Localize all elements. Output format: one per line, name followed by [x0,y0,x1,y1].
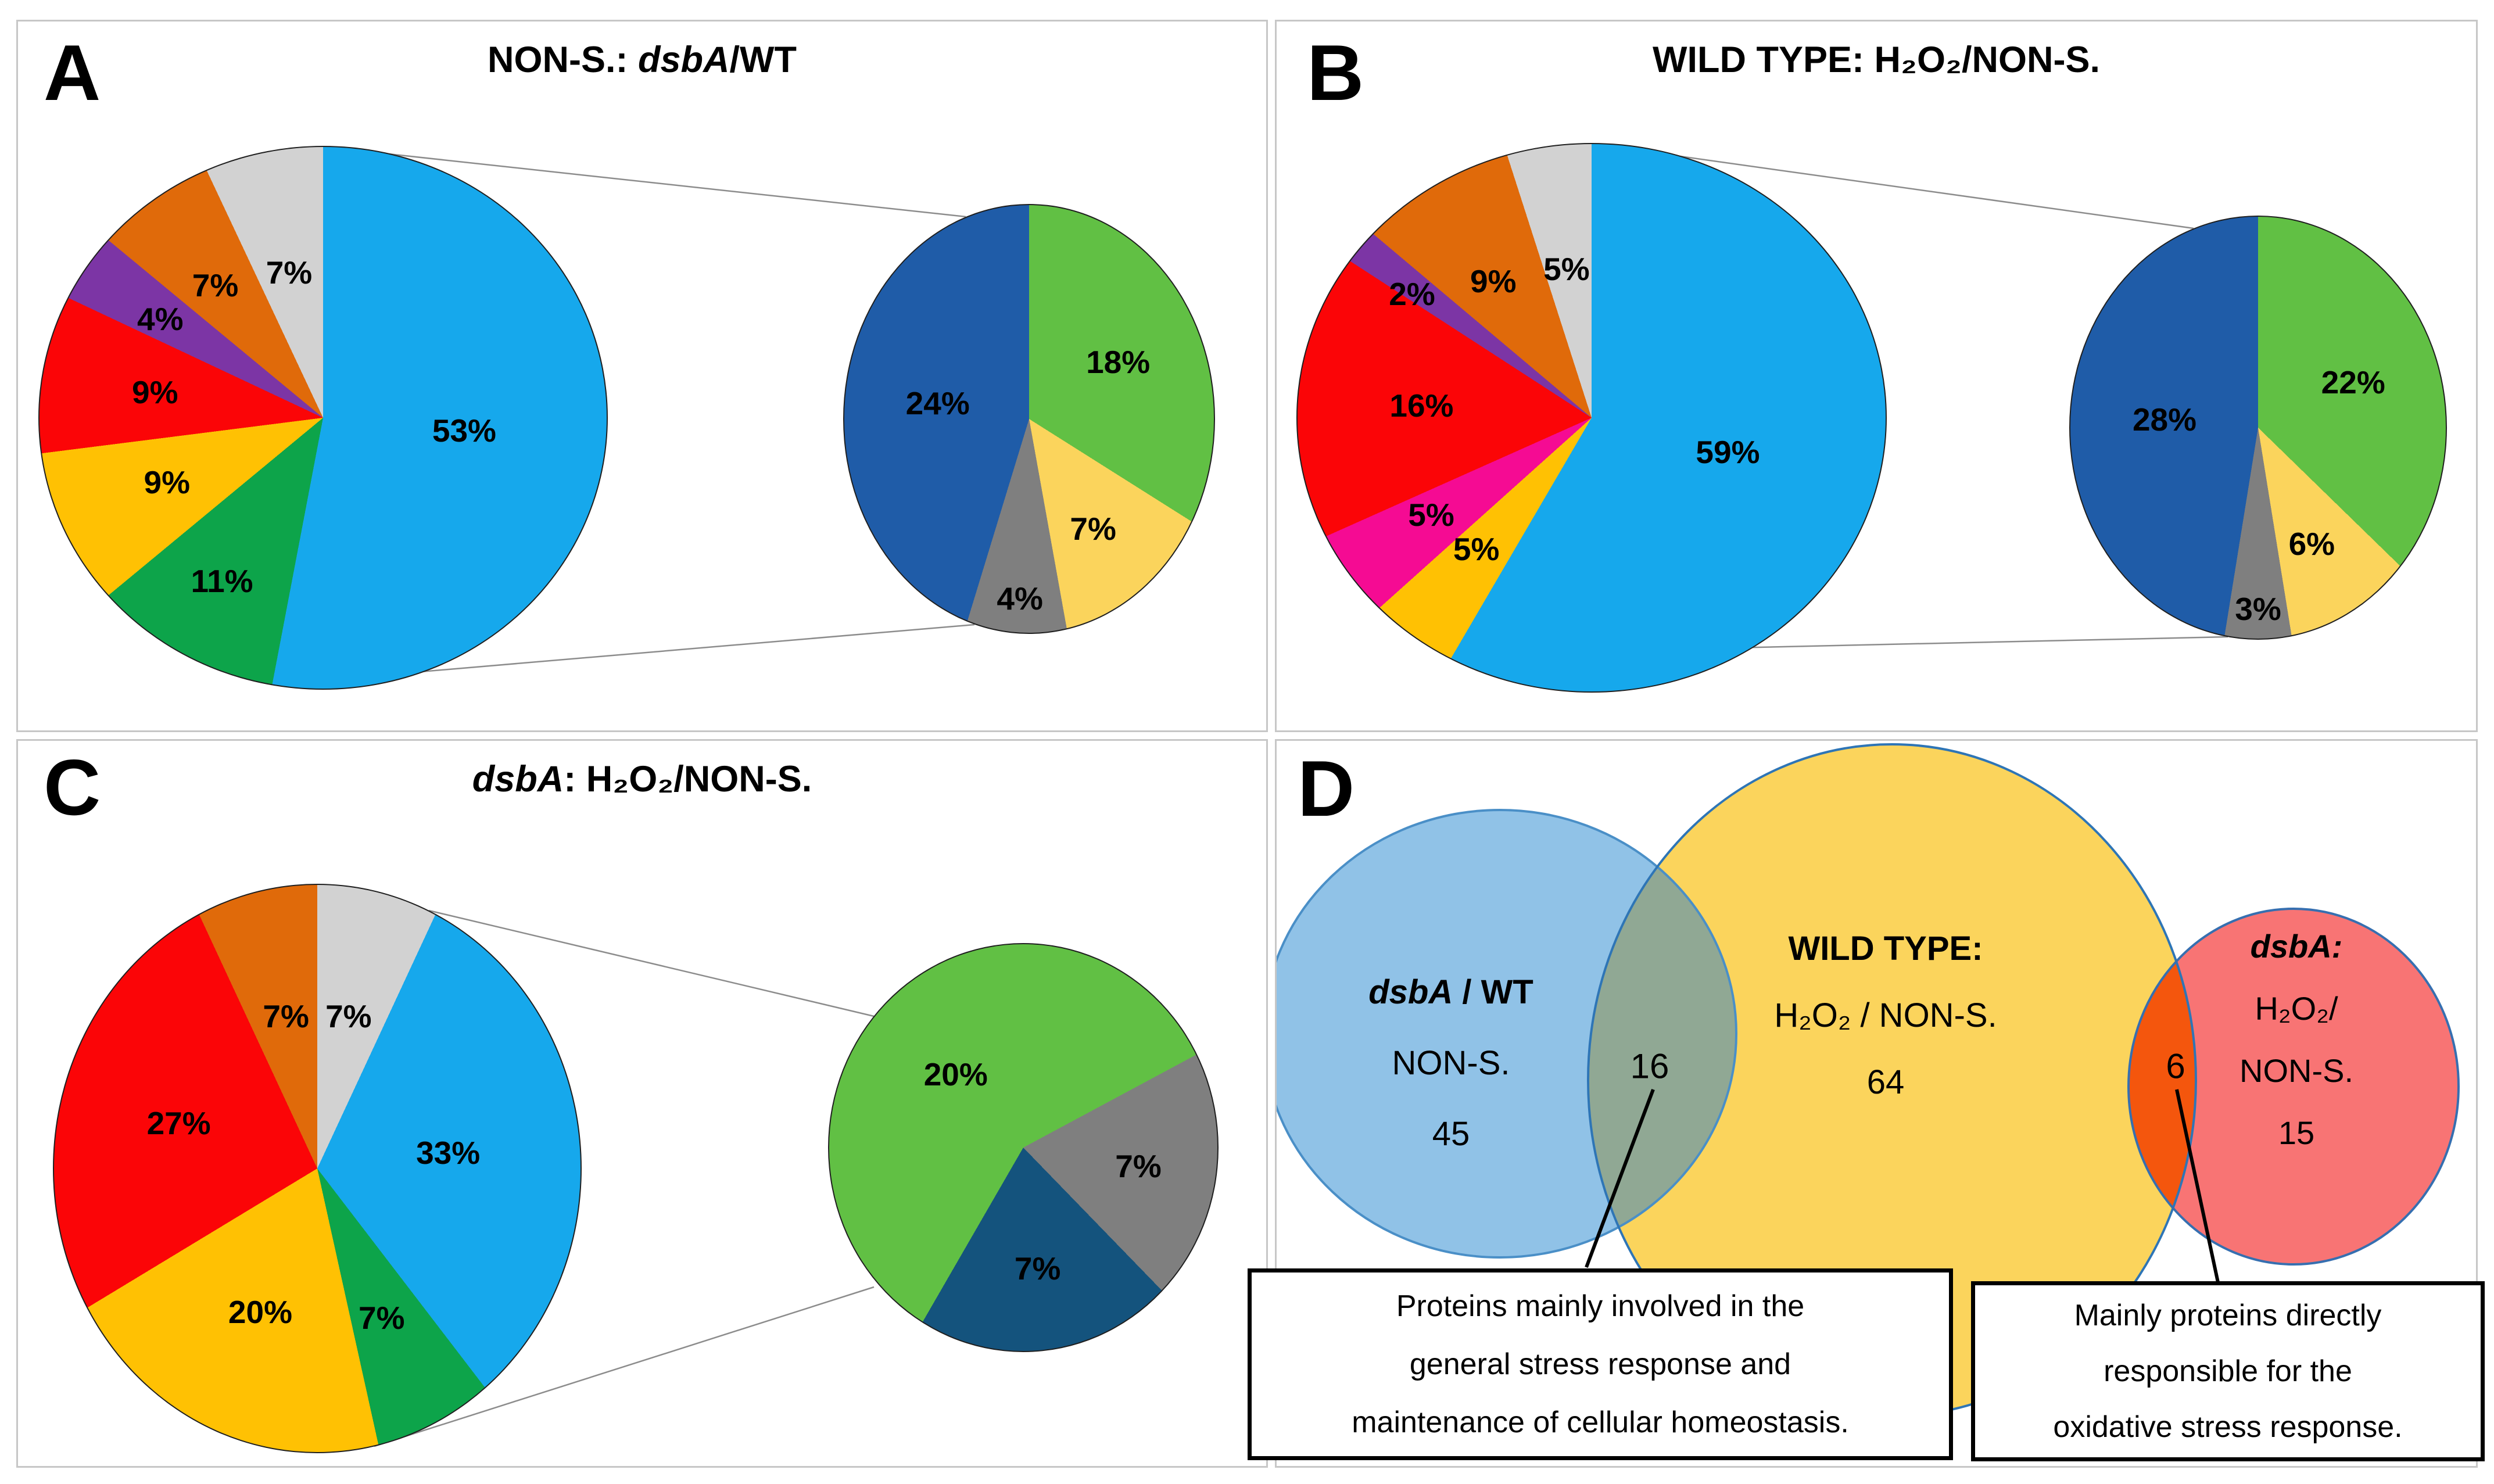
callout-pointer-left [1585,1088,1655,1268]
callout-line: responsible for the [2104,1354,2352,1388]
pie-slice-label: 53% [432,412,496,449]
pie-slice-label: 7% [1070,511,1116,547]
pie-slice-label: 2% [1389,275,1435,312]
pie-chart-c-main: 7% 33% 7% 20% 27% 7% [53,884,582,1453]
pie-slice-label: 5% [1408,496,1454,533]
pie-chart-a-main: 53% 11% 9% 9% 4% 7% 7% [38,146,608,690]
pie-slice-label: 59% [1696,434,1760,471]
pie-slice-label: 9% [144,464,191,500]
venn-set-title: WILD TYPE: [1788,930,1983,967]
leader-line [428,909,875,1017]
panel-a-title: NON-S.: dsbA/WT [488,39,797,81]
panel-b-letter: B [1307,28,1364,117]
callout-line: Proteins mainly involved in the [1396,1289,1805,1323]
venn-set-subtitle2: NON-S. [2239,1052,2353,1089]
panel-d: D dsbA / WT NON-S. 45 WILD TYPE: H₂O₂ / … [1248,739,2485,1468]
callout-line: general stress response and [1409,1347,1791,1381]
pie-slice-label: 18% [1086,344,1151,381]
panel-c: C dsbA: H₂O₂/NON-S. 7% 33% 7% 20% 27% 7% 20% 7… [16,739,1268,1468]
panel-c-letter: C [44,743,101,831]
venn-circle-dsba-h2o2-outline [2127,908,2460,1266]
panel-b: B WILD TYPE: H₂O₂/NON-S. 59% 5% 5% 16% 2% 9% 5… [1275,20,2478,732]
venn-set-title: dsbA / WT [1368,973,1533,1011]
callout-line: oxidative stress response. [2053,1410,2403,1444]
panel-a-title-suffix: /WT [729,40,797,80]
callout-line: Mainly proteins directly [2074,1299,2382,1332]
venn-set-label-dsba-wt: dsbA / WT NON-S. 45 [1368,957,1533,1170]
callout-box-oxidative-stress: Mainly proteins directly responsible for… [1971,1281,2485,1461]
panel-b-title-prefix: WILD TYPE: H₂O₂/NON-S. [1653,40,2100,80]
pie-slice-label: 3% [2235,591,2281,628]
venn-set-subtitle: H₂O₂ / NON-S. [1774,996,1997,1034]
panel-b-title: WILD TYPE: H₂O₂/NON-S. [1653,39,2100,81]
pie-slice-label: 28% [2132,401,2197,438]
pie-slice-label: 5% [1543,251,1590,288]
pie-slice-label: 7% [1014,1250,1061,1287]
panel-a-letter: A [44,28,101,117]
pie-slice-label: 7% [359,1299,405,1336]
venn-overlap-count-right: 6 [2166,1046,2185,1086]
venn-set-count: 15 [2278,1114,2315,1151]
pie-slice-label: 20% [923,1056,988,1093]
callout-line: maintenance of cellular homeostasis. [1352,1406,1849,1439]
venn-set-title: dsbA: [2250,928,2343,965]
pie-slice-label: 7% [266,254,313,291]
leader-line [374,1286,875,1447]
panel-c-title-suffix: : H₂O₂/NON-S. [564,759,812,800]
venn-overlap-count-left: 16 [1630,1046,1669,1086]
pie-slice-label: 5% [1453,531,1500,568]
panel-c-title: dsbA: H₂O₂/NON-S. [472,758,812,800]
pie-chart-b-main: 59% 5% 5% 16% 2% 9% 5% [1296,143,1887,693]
panel-a-title-italic: dsbA [638,40,730,80]
pie-slice-label: 7% [192,267,239,303]
venn-diagram [1277,743,2460,1417]
pie-slice-label: 7% [325,998,372,1034]
panel-a: A NON-S.: dsbA/WT 53% 11% 9% 9% 4% 7% 7% 18% 7%… [16,20,1268,732]
pie-slice-label: 7% [1115,1148,1162,1185]
panel-d-letter: D [1298,744,1355,833]
pie-slice-label: 4% [997,580,1043,616]
pie-slice-label: 24% [905,385,970,421]
venn-set-subtitle: H₂O₂/ [2255,990,2338,1027]
pie-of-pie-leader-lines-c [374,909,875,1447]
pie-slice-label: 20% [228,1293,293,1330]
venn-set-subtitle: NON-S. [1392,1044,1510,1082]
callout-box-general-stress: Proteins mainly involved in the general … [1248,1268,1953,1460]
venn-set-label-dsba-h2o2: dsbA: H₂O₂/ NON-S. 15 [2239,915,2353,1164]
venn-set-count: 64 [1866,1063,1905,1101]
pie-chart-a-secondary: 18% 7% 4% 24% [843,204,1215,634]
venn-circle-dsba-h2o2 [2128,909,2459,1264]
pie-slice-label: 33% [416,1135,481,1171]
pie-chart-b-secondary: 22% 6% 3% 28% [2069,216,2447,640]
pie-slice-label: 6% [2288,525,2335,562]
venn-circle-dsba-wt-outline [1277,809,1737,1259]
pie-slice-label: 16% [1389,387,1454,424]
callout-pointer-right [2175,1089,2220,1283]
venn-set-count: 45 [1432,1115,1470,1153]
pie-slice-label: 4% [137,301,184,338]
pie-slice-label: 22% [2321,364,2385,401]
pie-slice-label: 11% [191,562,253,599]
pie-slice-label: 9% [132,374,178,411]
venn-set-label-wildtype: WILD TYPE: H₂O₂ / NON-S. 64 [1774,915,1997,1116]
panel-c-title-italic: dsbA [472,759,564,800]
panel-a-title-prefix: NON-S.: [488,40,639,80]
pie-slice-label: 9% [1470,263,1517,300]
leader-line [324,146,966,218]
pie-slice-label: 27% [146,1105,211,1141]
pie-chart-c-secondary: 20% 7% 7% [828,943,1219,1352]
leader-line [1593,143,2194,230]
pie-slice-label: 7% [263,998,309,1034]
venn-circle-wildtype [1588,744,2196,1416]
